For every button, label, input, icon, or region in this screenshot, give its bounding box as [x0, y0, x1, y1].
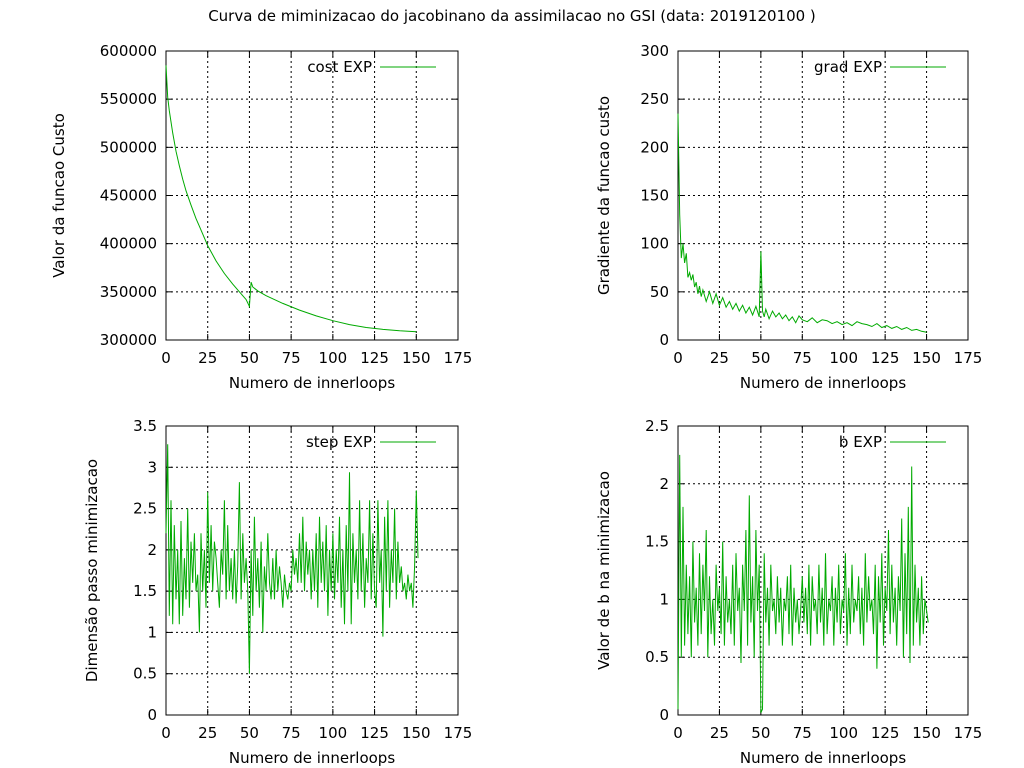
x-tick-label: 50 — [751, 349, 770, 367]
y-tick-label: 2.5 — [133, 500, 157, 518]
legend-label: b EXP — [839, 433, 882, 451]
x-tick-label: 75 — [282, 724, 301, 742]
x-tick-label: 150 — [912, 724, 941, 742]
x-tick-label: 175 — [954, 724, 983, 742]
x-tick-label: 150 — [402, 349, 431, 367]
x-axis-label: Numero de innerloops — [229, 374, 395, 392]
y-tick-label: 300 — [640, 42, 669, 60]
x-tick-label: 175 — [954, 349, 983, 367]
x-tick-label: 125 — [871, 349, 900, 367]
chart-title: Curva de miminizacao do jacobinano da as… — [208, 7, 816, 25]
x-tick-label: 0 — [161, 724, 171, 742]
x-tick-label: 50 — [240, 349, 259, 367]
y-tick-label: 250 — [640, 90, 669, 108]
y-axis-label: Gradiente da funcao custo — [595, 96, 613, 295]
x-tick-label: 50 — [751, 724, 770, 742]
x-tick-label: 100 — [829, 724, 858, 742]
y-tick-label: 600000 — [100, 42, 157, 60]
chart-panels: 0 25 50 75 100 125 150 175300000350000400000450… — [50, 42, 982, 767]
x-tick-label: 0 — [161, 349, 171, 367]
x-tick-label: 150 — [402, 724, 431, 742]
series-line-b — [677, 454, 929, 713]
y-tick-label: 550000 — [100, 90, 157, 108]
x-tick-label: 25 — [198, 349, 217, 367]
y-tick-label: 450000 — [100, 187, 157, 205]
x-tick-label: 125 — [360, 724, 389, 742]
panel-grad: 0 25 50 75 100 125 150 175 0 50 100 150 200 250 300 Num… — [595, 42, 982, 392]
y-tick-label: 350000 — [100, 283, 157, 301]
x-tick-label: 150 — [912, 349, 941, 367]
y-tick-label: 0 — [659, 331, 669, 349]
x-tick-label: 100 — [319, 724, 348, 742]
y-axis-label: Valor da funcao Custo — [50, 113, 68, 278]
x-tick-label: 175 — [444, 349, 473, 367]
y-tick-label: 0 — [147, 706, 157, 724]
y-tick-label: 1.5 — [645, 533, 669, 551]
panel-step: 0 25 50 75 100 125 150 175 0 0.5 1 1.5 2 2.5 3 3.5 Numer… — [83, 417, 472, 767]
series-line-cost — [165, 65, 417, 333]
y-tick-label: 1 — [659, 590, 669, 608]
y-tick-label: 3 — [147, 458, 157, 476]
x-tick-label: 125 — [360, 349, 389, 367]
plot-frame — [165, 425, 459, 716]
y-tick-label: 300000 — [100, 331, 157, 349]
x-tick-label: 0 — [673, 724, 683, 742]
x-tick-label: 75 — [793, 724, 812, 742]
series-line-grad — [677, 113, 927, 333]
y-axis-label: Dimensão passo minimizacao — [83, 459, 101, 682]
y-tick-label: 0 — [659, 706, 669, 724]
legend-label: cost EXP — [307, 58, 372, 76]
plot-frame — [677, 425, 969, 716]
x-axis-label: Numero de innerloops — [740, 374, 906, 392]
x-axis-label: Numero de innerloops — [229, 749, 395, 767]
x-tick-label: 0 — [673, 349, 683, 367]
x-tick-label: 100 — [829, 349, 858, 367]
y-tick-label: 1 — [147, 623, 157, 641]
series-line-step — [165, 444, 419, 674]
x-axis-label: Numero de innerloops — [740, 749, 906, 767]
y-tick-label: 400000 — [100, 235, 157, 253]
panel-cost: 0 25 50 75 100 125 150 175 300000 350000 400000 450… — [50, 42, 472, 392]
x-tick-label: 25 — [710, 724, 729, 742]
x-tick-label: 175 — [444, 724, 473, 742]
y-tick-label: 3.5 — [133, 417, 157, 435]
y-axis-label: Valor de b na minimizacao — [595, 471, 613, 670]
x-tick-label: 125 — [871, 724, 900, 742]
y-tick-label: 150 — [640, 187, 669, 205]
y-tick-label: 100 — [640, 235, 669, 253]
y-tick-label: 0.5 — [133, 665, 157, 683]
panel-b: 0 25 50 75 100 125 150 175 0 0.5 1 1.5 2 2.5 Numero de… — [595, 417, 982, 767]
y-tick-label: 500000 — [100, 138, 157, 156]
x-tick-label: 100 — [319, 349, 348, 367]
y-tick-label: 2 — [659, 475, 669, 493]
legend-label: step EXP — [306, 433, 372, 451]
x-tick-label: 25 — [710, 349, 729, 367]
x-tick-label: 50 — [240, 724, 259, 742]
y-tick-label: 1.5 — [133, 582, 157, 600]
y-tick-label: 2 — [147, 541, 157, 559]
x-tick-label: 75 — [793, 349, 812, 367]
y-tick-label: 50 — [650, 283, 669, 301]
legend-label: grad EXP — [814, 58, 882, 76]
y-tick-label: 0.5 — [645, 648, 669, 666]
x-tick-label: 25 — [198, 724, 217, 742]
x-tick-label: 75 — [282, 349, 301, 367]
y-tick-label: 200 — [640, 138, 669, 156]
y-tick-label: 2.5 — [645, 417, 669, 435]
